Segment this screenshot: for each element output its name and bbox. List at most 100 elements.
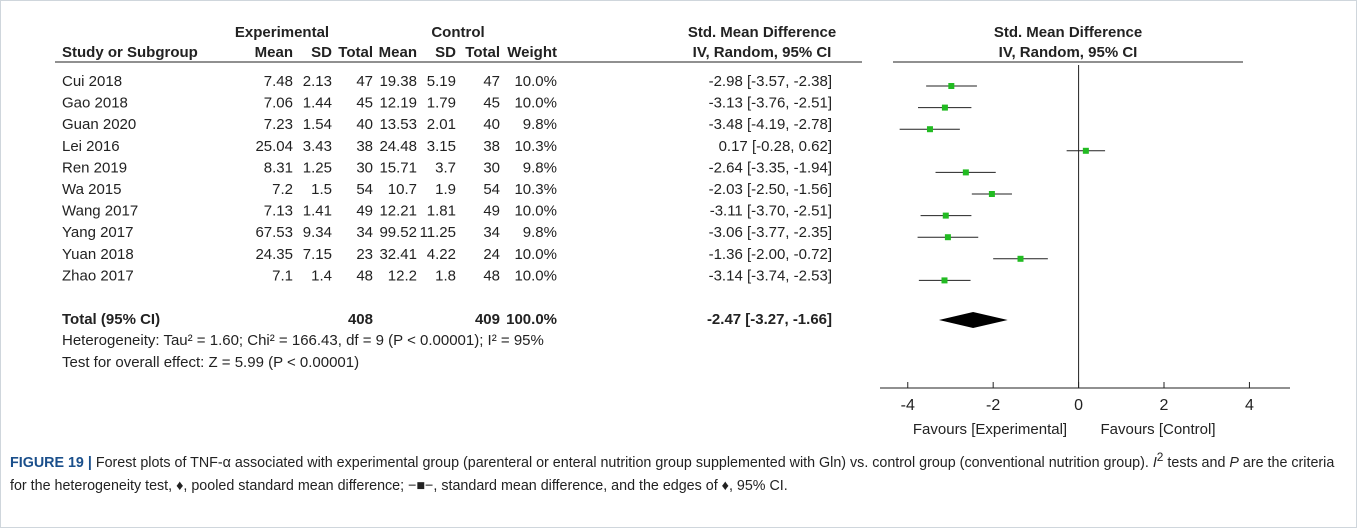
- text: Yang 2017: [62, 224, 133, 241]
- caption-text: Forest plots of TNF-α associated with ex…: [91, 454, 1153, 471]
- text: 24.35: [255, 246, 293, 263]
- text: Heterogeneity: Tau² = 1.60; Chi² = 166.4…: [62, 332, 544, 349]
- text: Total: [338, 44, 373, 61]
- text: Weight: [507, 44, 557, 61]
- text: 32.41: [379, 246, 417, 263]
- text: Cui 2018: [62, 73, 122, 90]
- caption-italic: P: [1229, 454, 1239, 471]
- text: -1.36 [-2.00, -0.72]: [709, 246, 832, 263]
- text: Experimental: [235, 24, 329, 41]
- text: 30: [356, 159, 373, 176]
- text: 40: [483, 116, 500, 133]
- text: 10.0%: [514, 203, 557, 220]
- text: 9.8%: [523, 116, 557, 133]
- text: SD: [311, 44, 332, 61]
- text: 45: [356, 95, 373, 112]
- text: Zhao 2017: [62, 267, 134, 284]
- text: 9.34: [303, 224, 332, 241]
- text: 10.3%: [514, 138, 557, 155]
- text: Study or Subgroup: [62, 44, 198, 61]
- point-estimate: [926, 126, 933, 133]
- text: 38: [356, 138, 373, 155]
- text: 38: [483, 138, 500, 155]
- text: 10.3%: [514, 181, 557, 198]
- text: 7.2: [272, 181, 293, 198]
- text: 12.21: [379, 203, 417, 220]
- text: 7.15: [303, 246, 332, 263]
- text: Total (95% CI): [62, 311, 160, 328]
- caption-italic: I: [1152, 454, 1157, 471]
- point-estimate: [948, 83, 955, 89]
- text: 47: [356, 73, 373, 90]
- point-estimate: [1082, 147, 1089, 154]
- text: -2.03 [-2.50, -1.56]: [709, 181, 832, 198]
- x-tick-label: 0: [1074, 397, 1083, 414]
- text: 34: [356, 224, 373, 241]
- text: 100.0%: [506, 311, 557, 328]
- text: 1.79: [427, 95, 456, 112]
- text: 47: [483, 73, 500, 90]
- text: 49: [356, 203, 373, 220]
- point-estimate: [944, 234, 951, 241]
- point-estimate: [988, 191, 995, 197]
- text: 48: [483, 267, 500, 284]
- text: 54: [483, 181, 500, 198]
- text: 3.7: [435, 159, 456, 176]
- text: Mean: [255, 44, 293, 61]
- text: 24: [483, 246, 500, 263]
- text: -2.47 [-3.27, -1.66]: [707, 311, 832, 328]
- forest-plot: Experimental Control Std. Mean Difference S…: [55, 24, 1290, 438]
- text: 1.54: [303, 116, 332, 133]
- text: -3.11 [-3.70, -2.51]: [710, 203, 832, 220]
- text: 5.19: [427, 73, 456, 90]
- text: -3.48 [-4.19, -2.78]: [709, 116, 832, 133]
- text: 1.41: [303, 203, 332, 220]
- text: 10.7: [388, 181, 417, 198]
- text: 10.0%: [514, 95, 557, 112]
- x-tick-label: -2: [986, 397, 1000, 414]
- x-tick-label: 2: [1160, 397, 1169, 414]
- text: Control: [431, 24, 484, 41]
- text: 9.8%: [523, 224, 557, 241]
- text: Yuan 2018: [62, 246, 134, 263]
- text: Std. Mean Difference: [994, 24, 1142, 41]
- text: 7.13: [264, 203, 293, 220]
- text: Guan 2020: [62, 116, 136, 133]
- text: 10.0%: [514, 267, 557, 284]
- text: 1.4: [311, 267, 332, 284]
- text: -3.13 [-3.76, -2.51]: [709, 95, 832, 112]
- text: 408: [348, 311, 373, 328]
- text: Std. Mean Difference: [688, 24, 836, 41]
- text: Wang 2017: [62, 203, 138, 220]
- text: 48: [356, 267, 373, 284]
- text: 67.53: [255, 224, 293, 241]
- text: IV, Random, 95% CI: [693, 44, 832, 61]
- text: SD: [435, 44, 456, 61]
- text: 40: [356, 116, 373, 133]
- text: 4.22: [427, 246, 456, 263]
- text: 15.71: [379, 159, 417, 176]
- text: 1.44: [303, 95, 332, 112]
- text: 34: [483, 224, 500, 241]
- text: 1.8: [435, 267, 456, 284]
- text: 409: [475, 311, 500, 328]
- point-estimate: [942, 212, 949, 219]
- text: Ren 2019: [62, 159, 127, 176]
- text: 1.25: [303, 159, 332, 176]
- caption-text: are the criteria for the heterogeneity t…: [10, 454, 1335, 494]
- text: 2.01: [427, 116, 456, 133]
- text: 1.9: [435, 181, 456, 198]
- caption-label: FIGURE 19 |: [10, 454, 92, 471]
- x-tick-label: -4: [901, 397, 915, 414]
- text: -3.14 [-3.74, -2.53]: [709, 267, 832, 284]
- text: 99.52: [379, 224, 417, 241]
- text: 7.48: [264, 73, 293, 90]
- text: 3.15: [427, 138, 456, 155]
- text: Favours [Control]: [1100, 421, 1215, 438]
- text: 10.0%: [514, 73, 557, 90]
- text: 19.38: [379, 73, 417, 90]
- text: 8.31: [264, 159, 293, 176]
- text: 11.25: [420, 224, 456, 241]
- text: 54: [356, 181, 373, 198]
- caption: FIGURE 19 | Forest plots of TNF-α associ…: [10, 446, 1345, 498]
